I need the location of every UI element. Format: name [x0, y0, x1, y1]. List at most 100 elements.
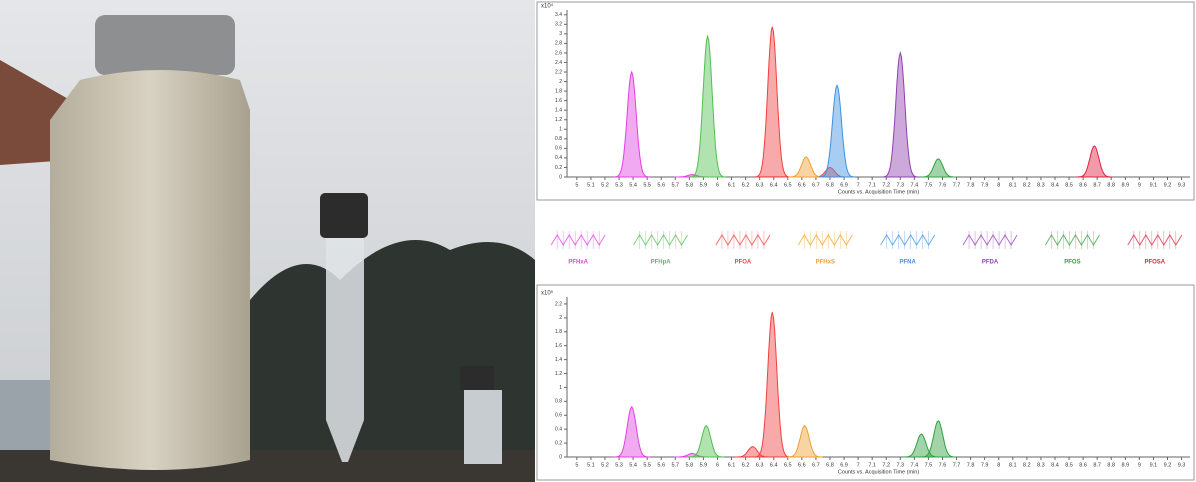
- vial-cap: [460, 366, 494, 390]
- x-tick-label: 6: [716, 182, 719, 188]
- x-tick-label: 8.2: [1023, 462, 1031, 468]
- x-tick-label: 5.4: [629, 462, 637, 468]
- multiplier: x10⁴: [541, 3, 554, 10]
- x-tick-label: 7.7: [953, 182, 961, 188]
- y-tick-label: 1.4: [555, 357, 562, 363]
- y-tick-label: 1.6: [555, 98, 562, 104]
- structure: [1045, 235, 1099, 245]
- structure: [634, 235, 688, 245]
- x-tick-label: 7.8: [967, 182, 975, 188]
- x-tick-label: 7.1: [868, 462, 876, 468]
- x-tick-label: 6.4: [770, 462, 778, 468]
- x-tick-label: 8.8: [1107, 462, 1115, 468]
- photo: [0, 0, 535, 482]
- structure: [798, 235, 852, 245]
- x-tick-label: 5.7: [671, 462, 679, 468]
- y-tick-label: 0.8: [555, 136, 562, 142]
- x-tick-label: 5.9: [700, 462, 708, 468]
- x-tick-label: 6.3: [756, 182, 764, 188]
- y-tick-label: 0.8: [555, 399, 562, 405]
- x-tick-label: 7.6: [939, 182, 947, 188]
- y-tick-label: 0: [559, 454, 562, 460]
- x-tick-label: 5.2: [601, 462, 609, 468]
- x-tick-label: 8: [997, 462, 1000, 468]
- x-tick-label: 9: [1138, 182, 1141, 188]
- legend-label: PFHpA: [651, 260, 672, 266]
- legend-label: PFOS: [1064, 260, 1080, 266]
- x-tick-label: 8.7: [1093, 182, 1101, 188]
- x-tick-label: 5.2: [601, 182, 609, 188]
- x-tick-label: 8.5: [1065, 182, 1073, 188]
- y-tick-label: 0.6: [555, 146, 562, 152]
- x-tick-label: 6.2: [742, 462, 750, 468]
- x-tick-label: 9.1: [1150, 462, 1158, 468]
- y-tick-label: 3: [559, 31, 562, 37]
- y-tick-label: 1.2: [555, 117, 562, 123]
- x-tick-label: 7.1: [868, 182, 876, 188]
- x-tick-label: 8.4: [1051, 462, 1059, 468]
- x-axis-title: Counts vs. Acquisition Time (min): [838, 189, 919, 195]
- x-tick-label: 6.8: [826, 462, 834, 468]
- x-tick-label: 5.1: [587, 182, 595, 188]
- x-tick-label: 7.9: [981, 462, 989, 468]
- y-tick-label: 3.4: [555, 12, 562, 18]
- y-tick-label: 1.8: [555, 88, 562, 94]
- y-tick-label: 0.4: [555, 427, 562, 433]
- x-tick-label: 7.3: [896, 182, 904, 188]
- x-tick-label: 6.9: [840, 462, 848, 468]
- x-tick-label: 8.5: [1065, 462, 1073, 468]
- x-tick-label: 8.3: [1037, 462, 1045, 468]
- x-tick-label: 5.5: [643, 182, 651, 188]
- structure: [716, 235, 770, 245]
- y-tick-label: 0.2: [555, 440, 562, 446]
- x-tick-label: 9.1: [1150, 182, 1158, 188]
- x-tick-label: 8.8: [1107, 182, 1115, 188]
- x-tick-label: 6.6: [798, 182, 806, 188]
- x-tick-label: 5.6: [657, 462, 665, 468]
- x-tick-label: 8.2: [1023, 182, 1031, 188]
- vial: [464, 390, 502, 464]
- structure: [1128, 235, 1182, 245]
- y-tick-label: 2.2: [555, 69, 562, 75]
- x-tick-label: 5.4: [629, 182, 637, 188]
- x-tick-label: 7: [857, 182, 860, 188]
- x-tick-label: 6.1: [728, 462, 736, 468]
- x-tick-label: 7.2: [882, 182, 890, 188]
- x-tick-label: 5.3: [615, 462, 623, 468]
- x-tick-label: 6.7: [812, 182, 820, 188]
- x-tick-label: 7.2: [882, 462, 890, 468]
- x-tick-label: 6.1: [728, 182, 736, 188]
- x-tick-label: 7: [857, 462, 860, 468]
- x-tick-label: 7.7: [953, 462, 961, 468]
- x-axis-title: Counts vs. Acquisition Time (min): [838, 469, 919, 475]
- y-tick-label: 2.4: [555, 60, 562, 66]
- x-tick-label: 8.1: [1009, 182, 1017, 188]
- x-tick-label: 9: [1138, 462, 1141, 468]
- legend-label: PFDA: [982, 260, 999, 266]
- y-tick-label: 1.2: [555, 371, 562, 377]
- y-tick-label: 2.8: [555, 41, 562, 47]
- x-tick-label: 6.8: [826, 182, 834, 188]
- x-tick-label: 5.8: [686, 182, 694, 188]
- y-tick-label: 0.4: [555, 155, 562, 161]
- structure: [881, 235, 935, 245]
- x-tick-label: 5.6: [657, 182, 665, 188]
- bottle: [50, 70, 250, 470]
- x-tick-label: 6.3: [756, 462, 764, 468]
- x-tick-label: 6: [716, 462, 719, 468]
- y-tick-label: 2.2: [555, 301, 562, 307]
- x-tick-label: 7.3: [896, 462, 904, 468]
- x-tick-label: 9.3: [1178, 182, 1186, 188]
- y-tick-label: 0: [559, 174, 562, 180]
- bottle-cap: [95, 15, 235, 75]
- y-tick-label: 1.6: [555, 343, 562, 349]
- x-tick-label: 5: [575, 462, 578, 468]
- x-tick-label: 6.6: [798, 462, 806, 468]
- x-tick-label: 9.2: [1164, 462, 1172, 468]
- y-tick-label: 1: [559, 127, 562, 133]
- x-tick-label: 9.2: [1164, 182, 1172, 188]
- y-tick-label: 1.8: [555, 329, 562, 335]
- x-tick-label: 5.9: [700, 182, 708, 188]
- x-tick-label: 8.4: [1051, 182, 1059, 188]
- y-tick-label: 0.6: [555, 413, 562, 419]
